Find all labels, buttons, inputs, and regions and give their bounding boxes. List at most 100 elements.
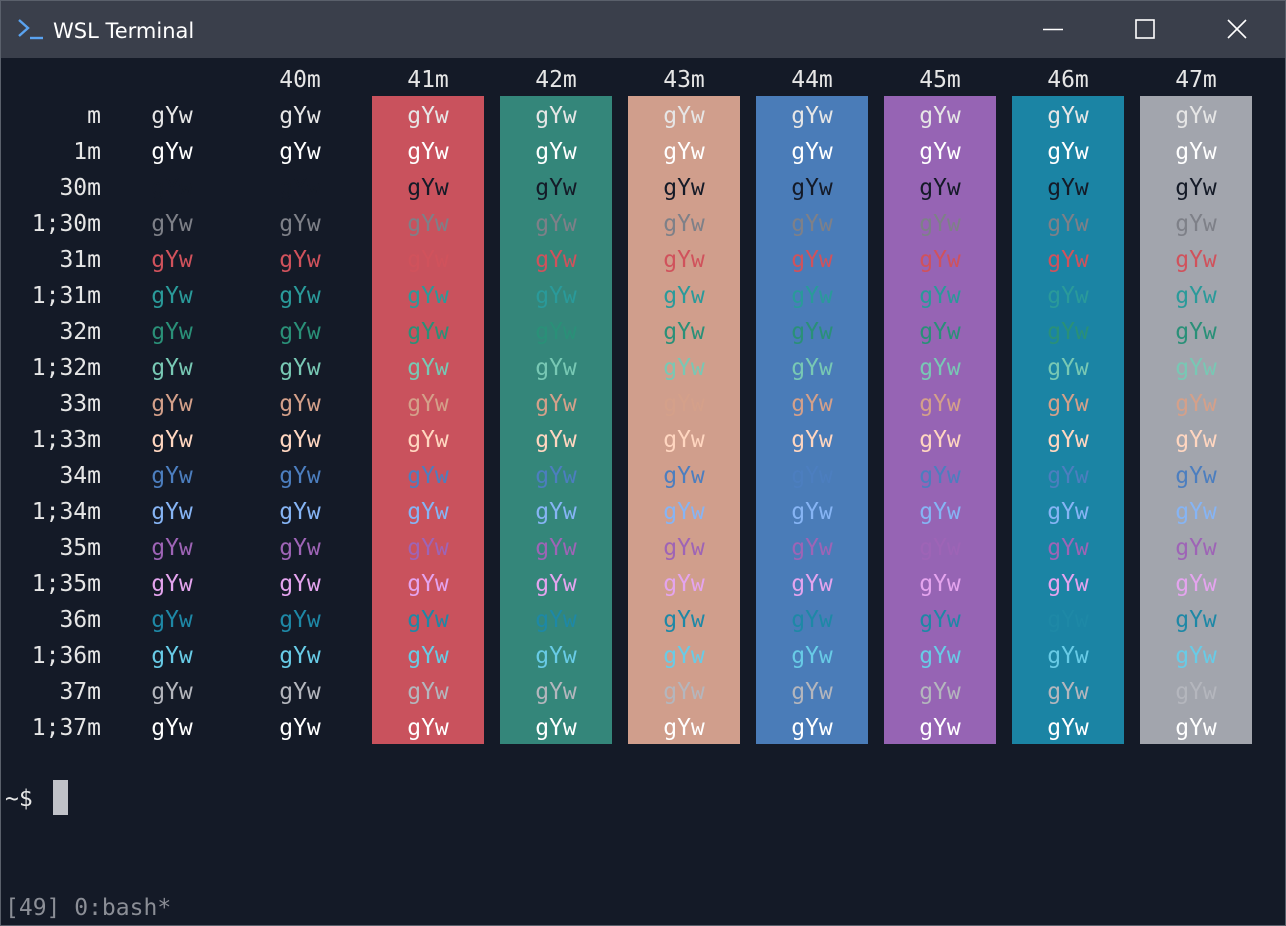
close-button[interactable] bbox=[1205, 1, 1269, 58]
sample-cell: gYw bbox=[1175, 283, 1217, 309]
shell-prompt: ~$ bbox=[5, 786, 33, 812]
row-label-1m: 1m bbox=[73, 139, 101, 165]
sample-cell: gYw bbox=[663, 355, 705, 381]
sample-cell: gYw bbox=[407, 283, 449, 309]
window-title: WSL Terminal bbox=[53, 19, 195, 43]
sample-cell: gYw bbox=[151, 643, 193, 669]
sample-cell: gYw bbox=[1047, 463, 1089, 489]
sample-cell: gYw bbox=[791, 535, 833, 561]
sample-cell: gYw bbox=[663, 391, 705, 417]
column-header-47m: 47m bbox=[1175, 67, 1217, 93]
sample-cell: gYw bbox=[535, 319, 577, 345]
column-header-43m: 43m bbox=[663, 67, 705, 93]
sample-cell: gYw bbox=[663, 535, 705, 561]
sample-cell: gYw bbox=[1175, 247, 1217, 273]
sample-cell: gYw bbox=[407, 427, 449, 453]
sample-cell: gYw bbox=[151, 319, 193, 345]
sample-cell: gYw bbox=[151, 499, 193, 525]
sample-cell: gYw bbox=[279, 175, 321, 201]
sample-cell: gYw bbox=[1047, 319, 1089, 345]
sample-cell: gYw bbox=[1175, 463, 1217, 489]
sample-cell: gYw bbox=[535, 283, 577, 309]
sample-cell: gYw bbox=[407, 139, 449, 165]
sample-cell: gYw bbox=[919, 283, 961, 309]
sample-cell: gYw bbox=[1047, 247, 1089, 273]
sample-cell: gYw bbox=[791, 355, 833, 381]
sample-cell: gYw bbox=[1047, 499, 1089, 525]
sample-cell: gYw bbox=[1047, 211, 1089, 237]
sample-cell: gYw bbox=[407, 103, 449, 129]
sample-cell: gYw bbox=[1047, 391, 1089, 417]
sample-cell: gYw bbox=[1047, 607, 1089, 633]
sample-cell: gYw bbox=[279, 535, 321, 561]
sample-cell: gYw bbox=[663, 103, 705, 129]
sample-cell: gYw bbox=[151, 571, 193, 597]
sample-cell: gYw bbox=[279, 319, 321, 345]
sample-cell: gYw bbox=[791, 679, 833, 705]
sample-cell: gYw bbox=[279, 499, 321, 525]
sample-cell: gYw bbox=[279, 427, 321, 453]
row-label-37m: 37m bbox=[59, 679, 101, 705]
sample-cell: gYw bbox=[919, 247, 961, 273]
sample-cell: gYw bbox=[407, 499, 449, 525]
terminal-area[interactable]: 40m 41m 42m 43m 44m 45m 46m 47m m gYw gYw gYw gYw gYw… bbox=[1, 58, 1285, 925]
sample-cell: gYw bbox=[279, 715, 321, 741]
sample-cell: gYw bbox=[663, 607, 705, 633]
sample-cell: gYw bbox=[151, 679, 193, 705]
sample-cell: gYw bbox=[791, 607, 833, 633]
sample-cell: gYw bbox=[407, 607, 449, 633]
sample-cell: gYw bbox=[1175, 175, 1217, 201]
sample-cell: gYw bbox=[791, 715, 833, 741]
sample-cell: gYw bbox=[407, 571, 449, 597]
row-label-36m: 36m bbox=[59, 607, 101, 633]
sample-cell: gYw bbox=[1047, 679, 1089, 705]
maximize-button[interactable] bbox=[1113, 1, 1177, 58]
sample-cell: gYw bbox=[279, 139, 321, 165]
bg-block-41m bbox=[372, 96, 484, 744]
bg-block-45m bbox=[884, 96, 996, 744]
sample-cell: gYw bbox=[791, 319, 833, 345]
sample-cell: gYw bbox=[919, 607, 961, 633]
sample-cell: gYw bbox=[535, 391, 577, 417]
sample-cell: gYw bbox=[1175, 139, 1217, 165]
row-label-1-31m: 1;31m bbox=[31, 283, 101, 309]
sample-cell: gYw bbox=[279, 679, 321, 705]
tmux-status-bar: [49] 0:bash* bbox=[5, 895, 172, 921]
sample-cell: gYw bbox=[279, 607, 321, 633]
column-header-40m: 40m bbox=[279, 67, 321, 93]
sample-cell: gYw bbox=[535, 643, 577, 669]
sample-cell: gYw bbox=[407, 175, 449, 201]
sample-cell: gYw bbox=[791, 139, 833, 165]
text-cursor bbox=[53, 780, 68, 815]
sample-cell: gYw bbox=[279, 211, 321, 237]
sample-cell: gYw bbox=[151, 175, 193, 201]
row-label-34m: 34m bbox=[59, 463, 101, 489]
sample-cell: gYw bbox=[919, 679, 961, 705]
sample-cell: gYw bbox=[535, 679, 577, 705]
sample-cell: gYw bbox=[919, 571, 961, 597]
row-label-1-30m: 1;30m bbox=[31, 211, 101, 237]
close-icon bbox=[1227, 19, 1247, 39]
row-label-35m: 35m bbox=[59, 535, 101, 561]
minimize-button[interactable] bbox=[1021, 1, 1085, 58]
terminal-prompt-icon bbox=[18, 19, 43, 40]
title-bar[interactable]: WSL Terminal bbox=[1, 1, 1285, 58]
sample-cell: gYw bbox=[791, 247, 833, 273]
sample-cell: gYw bbox=[663, 427, 705, 453]
bg-block-46m bbox=[1012, 96, 1124, 744]
sample-cell: gYw bbox=[151, 463, 193, 489]
sample-cell: gYw bbox=[535, 427, 577, 453]
column-header-45m: 45m bbox=[919, 67, 961, 93]
row-label-33m: 33m bbox=[59, 391, 101, 417]
sample-cell: gYw bbox=[151, 535, 193, 561]
column-header-46m: 46m bbox=[1047, 67, 1089, 93]
row-label-31m: 31m bbox=[59, 247, 101, 273]
sample-cell: gYw bbox=[791, 643, 833, 669]
sample-cell: gYw bbox=[151, 355, 193, 381]
row-label-1-36m: 1;36m bbox=[31, 643, 101, 669]
sample-cell: gYw bbox=[663, 499, 705, 525]
column-header-44m: 44m bbox=[791, 67, 833, 93]
sample-cell: gYw bbox=[1175, 607, 1217, 633]
bg-block-42m bbox=[500, 96, 612, 744]
sample-cell: gYw bbox=[1175, 535, 1217, 561]
